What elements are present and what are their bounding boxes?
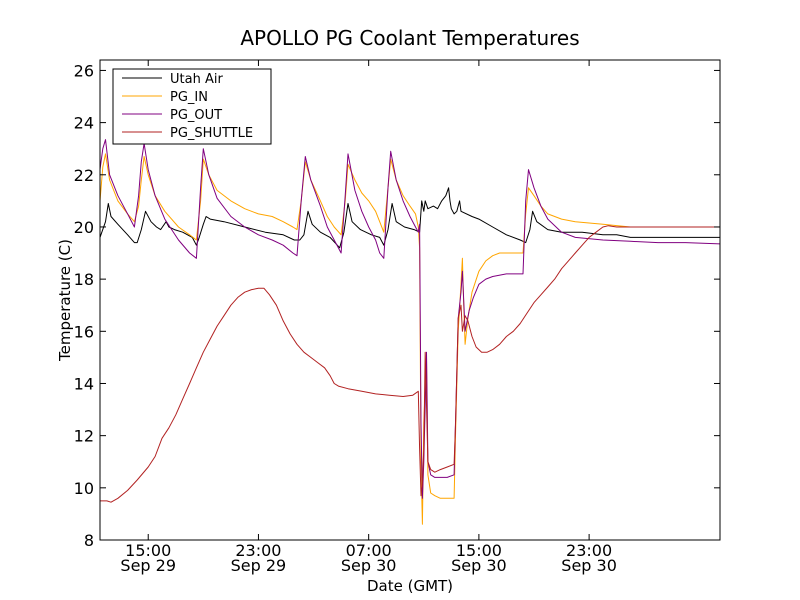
legend: Utah Air PG_IN PG_OUT PG_SHUTTLE — [112, 68, 272, 145]
y-tick-label: 16 — [74, 322, 94, 341]
x-tick-label-time: 23:00 — [235, 541, 281, 560]
series-line-pg-in — [99, 153, 720, 525]
y-tick-label: 12 — [74, 427, 94, 446]
series-line-pg-shuttle — [100, 225, 720, 503]
series-line-utah-air — [99, 187, 720, 249]
plot-lines — [99, 139, 721, 525]
y-tick-label: 22 — [74, 166, 94, 185]
x-tick-label-time: 15:00 — [125, 541, 171, 560]
y-axis-label: Temperature (C) — [56, 239, 74, 362]
legend-label: PG_IN — [170, 90, 208, 105]
y-tick-label: 20 — [74, 218, 94, 237]
y-tick-label: 26 — [74, 61, 94, 80]
x-tick-label-date: Sep 29 — [120, 556, 176, 575]
x-tick-label-date: Sep 29 — [231, 556, 287, 575]
x-tick-label-time: 15:00 — [456, 541, 502, 560]
legend-label: PG_SHUTTLE — [170, 126, 253, 141]
x-tick-label-time: 07:00 — [346, 541, 392, 560]
chart-title: APOLLO PG Coolant Temperatures — [240, 26, 579, 50]
plot-frame — [99, 59, 721, 541]
x-tick-label-date: Sep 30 — [451, 556, 507, 575]
series-line-pg-out — [99, 139, 721, 499]
x-axis-label: Date (GMT) — [367, 577, 453, 595]
y-tick-label: 18 — [74, 270, 94, 289]
x-tick-label-date: Sep 30 — [561, 556, 617, 575]
y-tick-label: 14 — [74, 374, 94, 393]
legend-label: Utah Air — [170, 72, 223, 87]
y-tick-label: 10 — [74, 479, 94, 498]
y-tick-label: 24 — [74, 114, 94, 133]
legend-label: PG_OUT — [170, 108, 222, 123]
x-tick-label-time: 23:00 — [566, 541, 612, 560]
y-tick-label: 8 — [84, 531, 94, 550]
x-tick-label-date: Sep 30 — [341, 556, 397, 575]
